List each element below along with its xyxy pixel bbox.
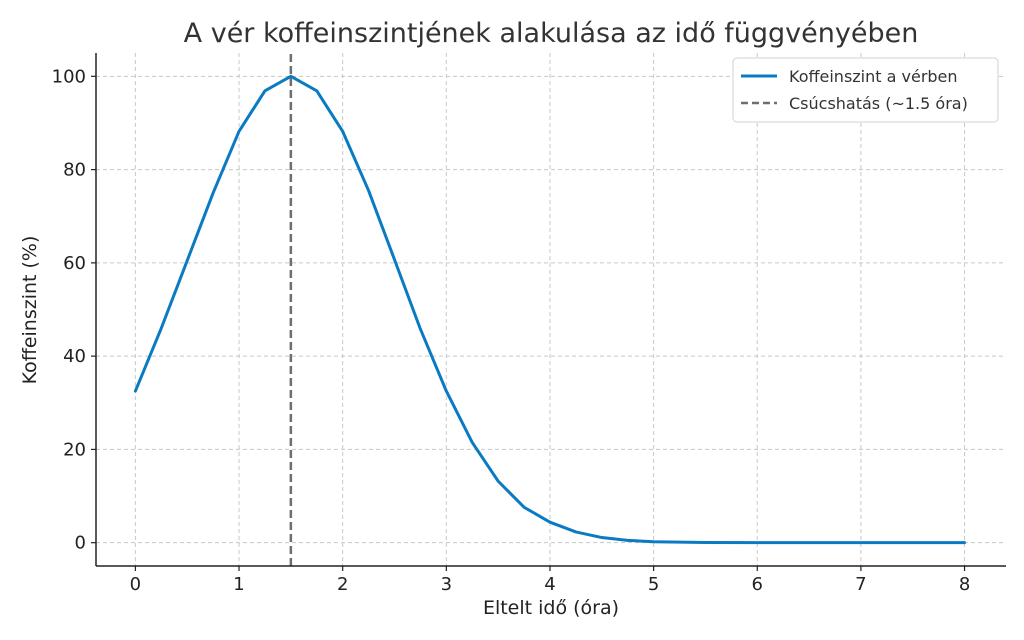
legend-label-peak-effect: Csúcshatás (~1.5 óra) <box>789 94 968 113</box>
x-tick-label: 7 <box>855 574 866 595</box>
plot-area <box>133 53 967 566</box>
x-tick-label: 2 <box>337 574 348 595</box>
y-axis-label: Koffeinszint (%) <box>19 236 41 385</box>
y-tick-label: 40 <box>63 346 86 367</box>
grid <box>96 53 1006 566</box>
legend-label-caffeine-level: Koffeinszint a vérben <box>789 67 958 86</box>
x-tick-label: 3 <box>441 574 452 595</box>
x-tick-label: 0 <box>130 574 141 595</box>
x-tick-label: 1 <box>233 574 244 595</box>
y-tick-label: 100 <box>52 66 86 87</box>
y-tick-label: 60 <box>63 253 86 274</box>
series-line-caffeine-level <box>133 74 967 545</box>
y-tick-label: 80 <box>63 160 86 181</box>
x-tick-label: 5 <box>648 574 659 595</box>
x-tick-label: 8 <box>959 574 970 595</box>
legend: Koffeinszint a vérben Csúcshatás (~1.5 ó… <box>732 57 999 123</box>
x-tick-label: 4 <box>544 574 555 595</box>
x-tick-label: 6 <box>752 574 763 595</box>
legend-box <box>732 57 999 123</box>
chart-title: A vér koffeinszintjének alakulása az idő… <box>184 18 919 49</box>
y-tick-label: 20 <box>63 439 86 460</box>
axes <box>91 53 1006 571</box>
x-axis-label: Eltelt idő (óra) <box>483 597 619 619</box>
y-tick-label: 0 <box>75 533 86 554</box>
